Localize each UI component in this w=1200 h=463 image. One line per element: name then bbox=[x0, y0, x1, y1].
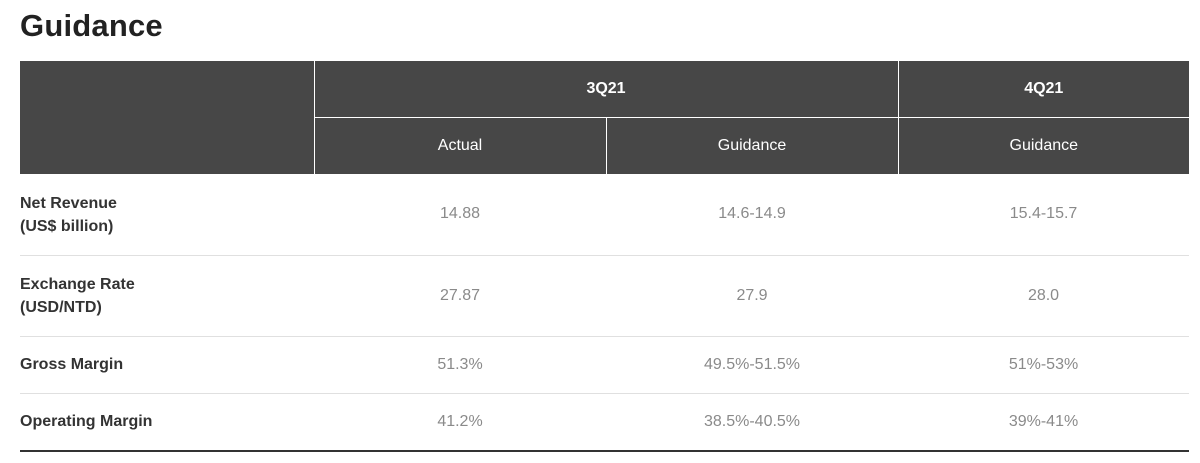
cell-3q21-actual: 14.88 bbox=[314, 174, 606, 256]
cell-3q21-actual: 51.3% bbox=[314, 336, 606, 394]
header-sub-guidance-4q21: Guidance bbox=[897, 117, 1190, 174]
cell-3q21-guidance: 38.5%-40.5% bbox=[606, 393, 899, 452]
header-period-4q21: 4Q21 bbox=[897, 61, 1190, 118]
table-row-gross-margin: Gross Margin 51.3% 49.5%-51.5% 51%-53% bbox=[20, 336, 1190, 394]
row-label-line2: (US$ billion) bbox=[20, 217, 114, 235]
row-label-line1: Exchange Rate bbox=[20, 275, 135, 293]
row-label: Operating Margin bbox=[20, 393, 314, 452]
cell-4q21-guidance: 15.4-15.7 bbox=[898, 174, 1190, 256]
guidance-table: 3Q21 4Q21 Actual Guidance Guidance Net R… bbox=[20, 61, 1190, 452]
table-header-sub-row: Actual Guidance Guidance bbox=[20, 117, 1190, 174]
table-header-period-row: 3Q21 4Q21 bbox=[20, 61, 1190, 175]
header-sub-guidance-3q21: Guidance bbox=[605, 117, 899, 174]
cell-3q21-guidance: 14.6-14.9 bbox=[606, 174, 899, 256]
row-label: Gross Margin bbox=[20, 336, 314, 394]
header-sub-actual: Actual bbox=[313, 117, 606, 174]
cell-4q21-guidance: 51%-53% bbox=[898, 336, 1190, 394]
cell-3q21-actual: 27.87 bbox=[314, 255, 606, 337]
table-row-net-revenue: Net Revenue (US$ billion) 14.88 14.6-14.… bbox=[20, 174, 1190, 256]
cell-3q21-guidance: 27.9 bbox=[606, 255, 899, 337]
row-label-line1: Gross Margin bbox=[20, 356, 124, 373]
cell-3q21-actual: 41.2% bbox=[314, 393, 606, 452]
page-title: Guidance bbox=[20, 8, 163, 43]
cell-4q21-guidance: 28.0 bbox=[898, 255, 1190, 337]
row-label-line1: Net Revenue bbox=[20, 194, 117, 212]
header-period-3q21: 3Q21 bbox=[313, 61, 899, 118]
header-corner-cell bbox=[20, 61, 314, 175]
row-label: Net Revenue (US$ billion) bbox=[20, 174, 314, 256]
row-label-line1: Operating Margin bbox=[20, 413, 153, 430]
row-label-line2: (USD/NTD) bbox=[20, 298, 102, 316]
table-row-exchange-rate: Exchange Rate (USD/NTD) 27.87 27.9 28.0 bbox=[20, 255, 1190, 337]
table-row-operating-margin: Operating Margin 41.2% 38.5%-40.5% 39%-4… bbox=[20, 393, 1190, 452]
row-label: Exchange Rate (USD/NTD) bbox=[20, 255, 314, 337]
cell-3q21-guidance: 49.5%-51.5% bbox=[606, 336, 899, 394]
cell-4q21-guidance: 39%-41% bbox=[898, 393, 1190, 452]
